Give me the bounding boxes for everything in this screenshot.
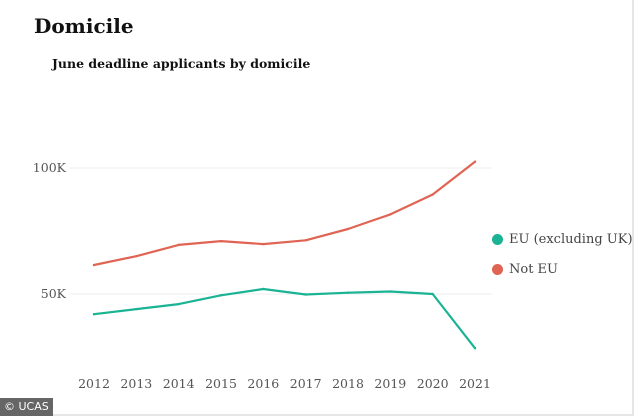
chart-subtitle: June deadline applicants by domicile — [52, 56, 311, 71]
page-title: Domicile — [34, 14, 134, 38]
legend-label-not-eu: Not EU — [509, 261, 559, 277]
data-point[interactable] — [346, 227, 350, 231]
data-point[interactable] — [304, 239, 307, 242]
data-point[interactable] — [389, 213, 392, 216]
series-lines — [92, 160, 477, 350]
legend-label-eu: EU (excluding UK) — [509, 231, 633, 247]
data-point[interactable] — [219, 239, 223, 243]
x-axis-ticks: 2012 2013 2014 2015 2016 2017 2018 2019 2020 2021 — [78, 376, 491, 391]
data-point[interactable] — [431, 292, 434, 296]
x-tick-label: 2017 — [290, 376, 322, 391]
image-credit: © UCAS — [0, 398, 53, 416]
data-point[interactable] — [219, 294, 223, 297]
series-line-not-eu[interactable] — [92, 160, 477, 267]
data-point[interactable] — [262, 287, 265, 291]
data-point[interactable] — [92, 312, 96, 316]
y-axis-ticks: 50K 100K — [33, 160, 67, 301]
x-tick-label: 2019 — [374, 376, 406, 391]
data-point[interactable] — [304, 293, 307, 296]
x-tick-label: 2013 — [120, 376, 152, 391]
y-tick-label: 100K — [33, 160, 67, 175]
y-tick-label: 50K — [41, 286, 67, 301]
x-tick-label: 2021 — [459, 376, 491, 391]
data-point[interactable] — [431, 193, 434, 196]
x-tick-label: 2015 — [205, 376, 237, 391]
data-point[interactable] — [262, 242, 265, 246]
legend: EU (excluding UK) Not EU — [492, 228, 633, 288]
data-point[interactable] — [92, 263, 96, 267]
data-point[interactable] — [135, 255, 138, 258]
data-point[interactable] — [177, 243, 180, 247]
x-tick-label: 2014 — [163, 376, 195, 391]
data-point[interactable] — [473, 346, 477, 350]
legend-item-not-eu[interactable]: Not EU — [492, 258, 633, 280]
x-tick-label: 2016 — [247, 376, 279, 391]
data-point[interactable] — [389, 290, 392, 293]
x-tick-label: 2020 — [417, 376, 449, 391]
data-point[interactable] — [135, 307, 138, 311]
x-tick-label: 2018 — [332, 376, 364, 391]
series-line-eu[interactable] — [92, 287, 477, 350]
legend-swatch-eu — [492, 233, 503, 245]
legend-item-eu[interactable]: EU (excluding UK) — [492, 228, 633, 250]
data-point[interactable] — [346, 291, 350, 294]
data-point[interactable] — [473, 160, 477, 163]
gridlines — [70, 167, 492, 295]
legend-swatch-not-eu — [492, 263, 503, 275]
x-tick-label: 2012 — [78, 376, 110, 391]
data-point[interactable] — [177, 302, 180, 306]
